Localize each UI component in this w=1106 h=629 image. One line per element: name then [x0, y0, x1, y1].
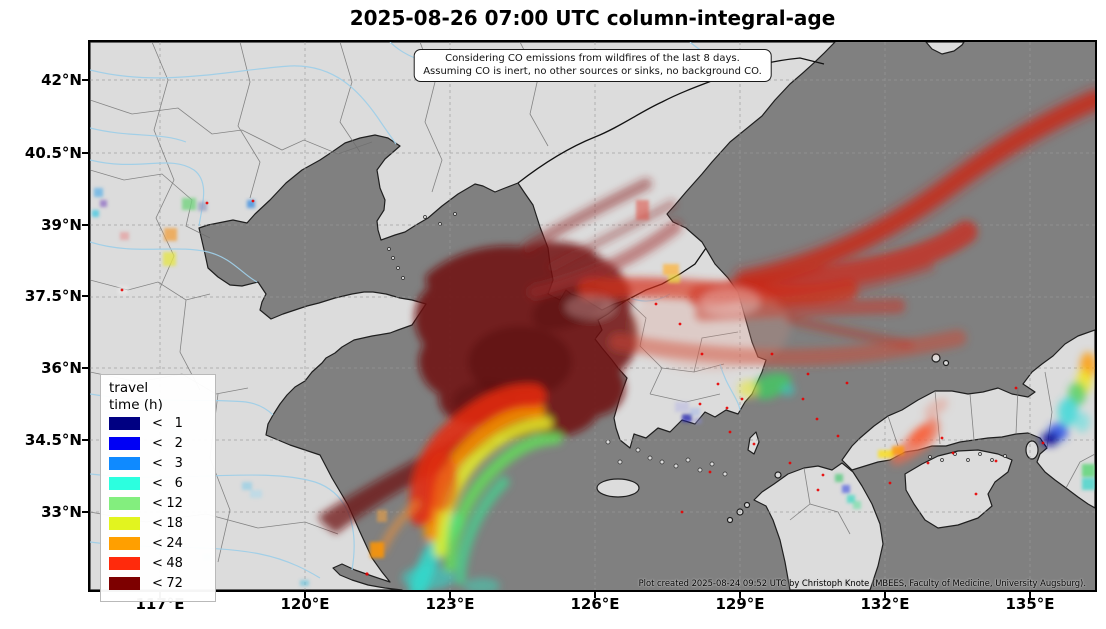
legend-operator: < [152, 556, 163, 572]
jet-teal [454, 476, 510, 586]
legend-operator: < [152, 476, 163, 492]
legend-item: <72 [109, 574, 209, 594]
legend-value: 6 [174, 476, 183, 492]
rainbow-strip-right-edge [1041, 352, 1095, 446]
jet-red [408, 383, 546, 526]
patch-se-korea-green [752, 373, 792, 400]
legend-value: 12 [166, 496, 183, 512]
map-plot: Considering CO emissions from wildfires … [90, 42, 1095, 602]
legend-operator: < [152, 496, 163, 512]
legend-item: <18 [109, 514, 209, 534]
x-tick-mark [739, 592, 741, 598]
x-tick-mark [449, 592, 451, 598]
x-tick-mark [1029, 592, 1031, 598]
y-tick-mark [82, 79, 88, 81]
y-tick-mark [82, 295, 88, 297]
y-tick-mark [82, 511, 88, 513]
legend-value: 72 [166, 576, 183, 592]
legend-value: 24 [166, 536, 183, 552]
y-tick-label: 40.5°N [24, 144, 82, 162]
y-tick-mark [82, 367, 88, 369]
legend-item: <3 [109, 454, 209, 474]
legend-value: 2 [174, 436, 183, 452]
credit-text: Plot created 2025-08-24 09:52 UTC by Chr… [638, 578, 1086, 588]
small-islands [387, 212, 1007, 477]
honshu [841, 329, 1095, 509]
legend-value: 1 [174, 416, 183, 432]
x-tick-mark [304, 592, 306, 598]
legend-operator: < [152, 576, 163, 592]
y-tick-label: 33°N [41, 503, 82, 521]
legend-swatch [109, 477, 140, 491]
legend-item: <12 [109, 494, 209, 514]
x-tick-label: 129°E [715, 595, 765, 613]
legend-operator: < [152, 456, 163, 472]
y-tick-label: 37.5°N [24, 287, 82, 305]
legend-swatch [109, 497, 140, 511]
legend-title-line-2: time (h) [109, 396, 163, 413]
x-tick-label: 123°E [425, 595, 475, 613]
legend-items: <1 <2 <3 <6 <12 <18 <24 <48 <72 [109, 414, 209, 594]
x-tick-label: 132°E [860, 595, 910, 613]
legend-value: 3 [174, 456, 183, 472]
legend-swatch [109, 517, 140, 531]
legend-operator: < [152, 436, 163, 452]
x-tick-label: 135°E [1005, 595, 1055, 613]
landmass-russia-corner [925, 42, 965, 55]
legend-value: 48 [166, 556, 183, 572]
pixel-patches [92, 188, 1095, 586]
y-tick-label: 39°N [41, 216, 82, 234]
jet-yellow [433, 416, 553, 558]
y-tick-mark [82, 224, 88, 226]
legend-item: <6 [109, 474, 209, 494]
legend-swatch [109, 457, 140, 471]
legend: travel time (h) <1 <2 <3 <6 <12 <18 <24 <48 <72 [100, 374, 216, 602]
legend-swatch [109, 557, 140, 571]
annotation-box: Considering CO emissions from wildfires … [413, 49, 772, 83]
legend-operator: < [152, 516, 163, 532]
legend-swatch [109, 437, 140, 451]
legend-item: <1 [109, 414, 209, 434]
legend-operator: < [152, 416, 163, 432]
shikoku [904, 449, 1013, 529]
legend-value: 18 [166, 516, 183, 532]
map-svg [90, 42, 1095, 590]
y-tick-mark [82, 439, 88, 441]
smoke-plumes [318, 85, 1095, 590]
jeju-island [596, 478, 640, 498]
y-tick-label: 42°N [41, 71, 82, 89]
x-tick-mark [594, 592, 596, 598]
fire-dots [120, 199, 1045, 576]
annotation-line-2: Assuming CO is inert, no other sources o… [423, 66, 762, 78]
legend-item: <24 [109, 534, 209, 554]
awaji-island [1025, 440, 1039, 460]
legend-item: <2 [109, 434, 209, 454]
page-title: 2025-08-26 07:00 UTC column-integral-age [349, 6, 836, 30]
jet-green [443, 431, 563, 573]
x-tick-label: 120°E [280, 595, 330, 613]
legend-swatch [109, 537, 140, 551]
legend-swatch [109, 577, 140, 591]
y-tick-mark [82, 152, 88, 154]
legend-operator: < [152, 536, 163, 552]
x-tick-label: 126°E [570, 595, 620, 613]
legend-swatch [109, 417, 140, 431]
legend-item: <48 [109, 554, 209, 574]
y-tick-label: 34.5°N [24, 431, 82, 449]
kyushu [753, 462, 884, 590]
legend-title-line-1: travel [109, 380, 149, 396]
x-tick-mark [884, 592, 886, 598]
y-tick-label: 36°N [41, 359, 82, 377]
landmass-japan [596, 329, 1095, 590]
annotation-line-1: Considering CO emissions from wildfires … [445, 53, 740, 64]
